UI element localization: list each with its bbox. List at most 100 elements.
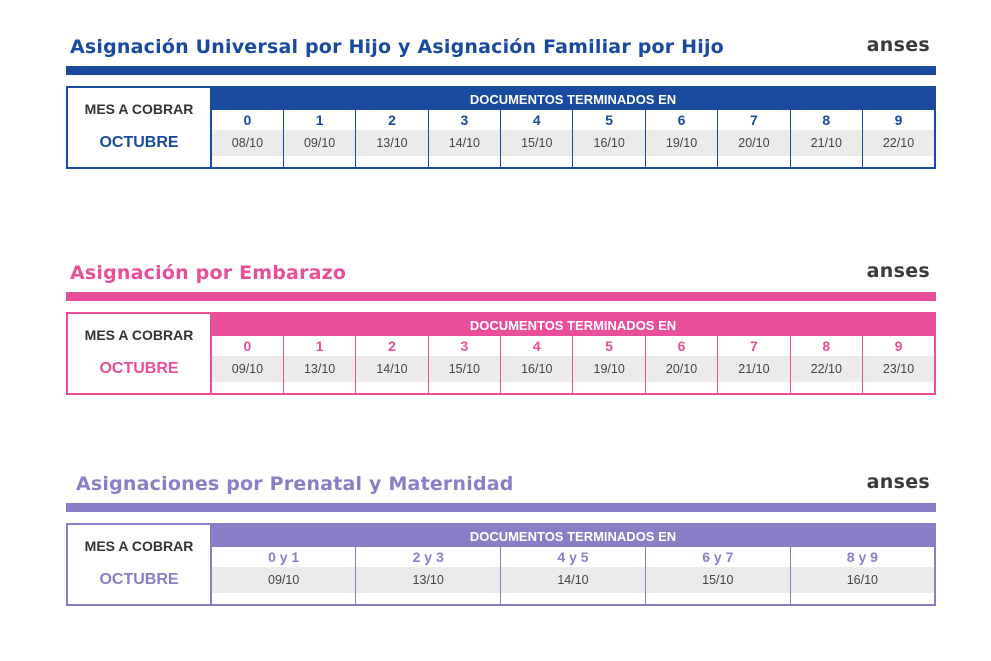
document-digit-cell: 5 bbox=[572, 336, 646, 356]
document-digit-cell: 4 y 5 bbox=[500, 547, 646, 567]
anses-logo: anses bbox=[866, 260, 930, 282]
document-digit-cell: 7 bbox=[717, 336, 791, 356]
document-digit-cell: 5 bbox=[572, 110, 646, 130]
document-digit-cell: 2 bbox=[355, 336, 429, 356]
payment-date-cell: 16/10 bbox=[790, 567, 935, 593]
spacer-cell bbox=[862, 382, 935, 394]
payment-date-cell: 13/10 bbox=[355, 130, 429, 156]
section-title: Asignación por Embarazo bbox=[70, 262, 347, 284]
spacer-cell bbox=[67, 382, 212, 394]
month-label: OCTUBRE bbox=[67, 356, 212, 382]
payment-date-cell: 19/10 bbox=[572, 356, 646, 382]
payment-dates-row: OCTUBRE 09/10 13/10 14/10 15/10 16/10 19/10 20… bbox=[67, 356, 935, 382]
document-digit-cell: 9 bbox=[862, 110, 935, 130]
payment-date-cell: 14/10 bbox=[428, 130, 502, 156]
document-digit-cell: 6 y 7 bbox=[645, 547, 791, 567]
document-digit-cell: 6 bbox=[645, 336, 719, 356]
payment-date-cell: 23/10 bbox=[862, 356, 935, 382]
anses-logo: anses bbox=[866, 471, 930, 493]
table-bottom-spacer bbox=[67, 593, 935, 605]
payment-date-cell: 09/10 bbox=[211, 356, 284, 382]
spacer-cell bbox=[283, 156, 357, 168]
spacer-cell bbox=[355, 156, 429, 168]
payment-date-cell: 21/10 bbox=[790, 130, 864, 156]
payment-dates-row: OCTUBRE 08/10 09/10 13/10 14/10 15/10 16/10 19… bbox=[67, 130, 935, 156]
spacer-cell bbox=[428, 156, 502, 168]
payment-date-cell: 13/10 bbox=[355, 567, 502, 593]
spacer-cell bbox=[428, 382, 502, 394]
document-digit-cell: 8 y 9 bbox=[790, 547, 935, 567]
spacer-cell bbox=[790, 593, 935, 605]
spacer-cell bbox=[572, 382, 646, 394]
section-title: Asignación Universal por Hijo y Asignaci… bbox=[70, 36, 724, 58]
payment-date-cell: 22/10 bbox=[790, 356, 864, 382]
month-label: OCTUBRE bbox=[67, 130, 212, 156]
spacer-cell bbox=[211, 593, 357, 605]
spacer-cell bbox=[211, 156, 284, 168]
payment-date-cell: 14/10 bbox=[355, 356, 429, 382]
document-digit-cell: 7 bbox=[717, 110, 791, 130]
document-digit-cell: 2 y 3 bbox=[355, 547, 502, 567]
document-digit-cell: 2 bbox=[355, 110, 429, 130]
payment-date-cell: 16/10 bbox=[500, 356, 574, 382]
spacer-cell bbox=[211, 382, 284, 394]
document-digit-cell: 9 bbox=[862, 336, 935, 356]
month-label: OCTUBRE bbox=[67, 567, 212, 593]
document-digit-cell: 8 bbox=[790, 336, 864, 356]
payment-dates-row: OCTUBRE 09/10 13/10 14/10 15/10 16/10 bbox=[67, 567, 935, 593]
payment-date-cell: 14/10 bbox=[500, 567, 646, 593]
spacer-cell bbox=[355, 382, 429, 394]
section-header: Asignación por Embarazo anses bbox=[66, 260, 936, 290]
spacer-cell bbox=[355, 593, 502, 605]
spacer-cell bbox=[790, 382, 864, 394]
payment-date-cell: 22/10 bbox=[862, 130, 935, 156]
document-digit-cell: 0 bbox=[211, 336, 284, 356]
payment-calendar-table: MES A COBRAR DOCUMENTOS TERMINADOS EN 0 … bbox=[66, 523, 936, 606]
section-color-bar bbox=[66, 503, 936, 512]
spacer-cell bbox=[717, 156, 791, 168]
document-digit-cell: 6 bbox=[645, 110, 719, 130]
embarazo-section: Asignación por Embarazo anses MES A COBR… bbox=[66, 260, 936, 395]
document-digit-cell: 3 bbox=[428, 336, 502, 356]
payment-date-cell: 09/10 bbox=[211, 567, 357, 593]
spacer-cell bbox=[283, 382, 357, 394]
mes-a-cobrar-label: MES A COBRAR bbox=[67, 87, 212, 130]
payment-date-cell: 13/10 bbox=[283, 356, 357, 382]
table-bottom-spacer bbox=[67, 382, 935, 394]
anses-logo: anses bbox=[866, 34, 930, 56]
payment-date-cell: 15/10 bbox=[645, 567, 791, 593]
payment-date-cell: 21/10 bbox=[717, 356, 791, 382]
spacer-cell bbox=[500, 593, 646, 605]
mes-a-cobrar-label: MES A COBRAR bbox=[67, 313, 212, 356]
spacer-cell bbox=[572, 156, 646, 168]
document-digit-cell: 4 bbox=[500, 336, 574, 356]
prenatal-maternidad-section: Asignaciones por Prenatal y Maternidad a… bbox=[66, 471, 936, 606]
payment-date-cell: 08/10 bbox=[211, 130, 284, 156]
payment-date-cell: 20/10 bbox=[645, 356, 719, 382]
spacer-cell bbox=[645, 156, 719, 168]
spacer-cell bbox=[862, 156, 935, 168]
spacer-cell bbox=[645, 593, 791, 605]
spacer-cell bbox=[790, 156, 864, 168]
spacer-cell bbox=[500, 382, 574, 394]
section-title: Asignaciones por Prenatal y Maternidad bbox=[76, 473, 514, 495]
spacer-cell bbox=[67, 156, 212, 168]
section-color-bar bbox=[66, 66, 936, 75]
section-color-bar bbox=[66, 292, 936, 301]
document-digit-cell: 8 bbox=[790, 110, 864, 130]
document-digit-cell: 4 bbox=[500, 110, 574, 130]
spacer-cell bbox=[645, 382, 719, 394]
payment-date-cell: 20/10 bbox=[717, 130, 791, 156]
mes-a-cobrar-label: MES A COBRAR bbox=[67, 524, 212, 567]
document-digit-cell: 3 bbox=[428, 110, 502, 130]
section-header: Asignación Universal por Hijo y Asignaci… bbox=[66, 34, 936, 64]
payment-date-cell: 15/10 bbox=[428, 356, 502, 382]
spacer-cell bbox=[67, 593, 212, 605]
documents-header: DOCUMENTOS TERMINADOS EN bbox=[211, 87, 935, 110]
payment-date-cell: 15/10 bbox=[500, 130, 574, 156]
document-digit-cell: 1 bbox=[283, 110, 357, 130]
auh-section: Asignación Universal por Hijo y Asignaci… bbox=[66, 34, 936, 169]
